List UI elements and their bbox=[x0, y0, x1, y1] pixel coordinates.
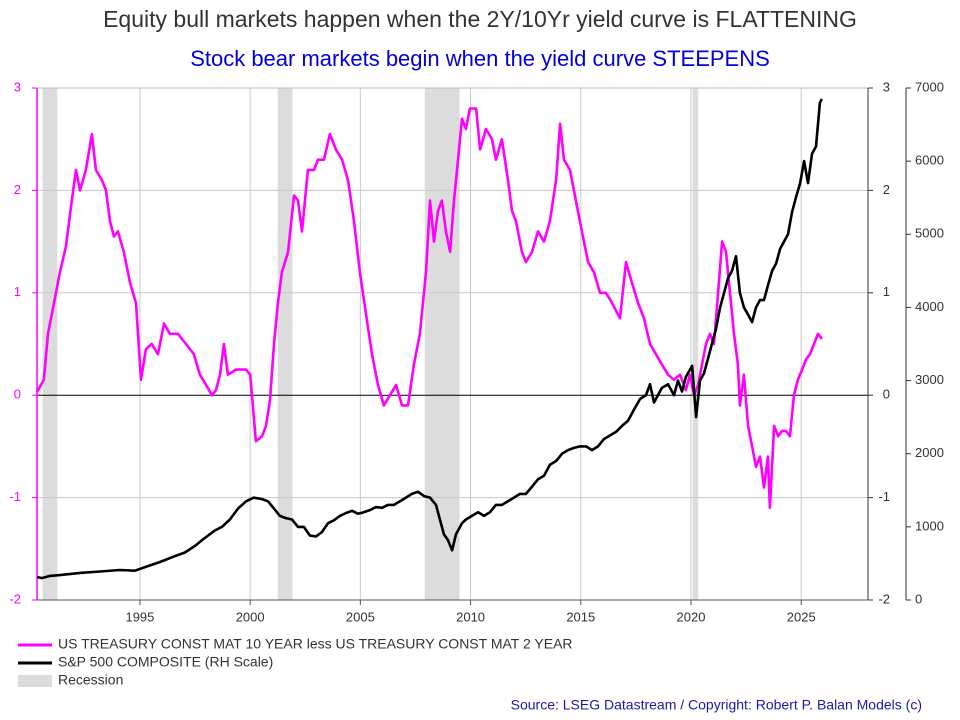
y-tick-label: 1 bbox=[14, 284, 21, 299]
y-right-tick-label: 1 bbox=[883, 284, 890, 299]
series-line bbox=[36, 98, 824, 580]
source-note: Source: LSEG Datastream / Copyright: Rob… bbox=[511, 697, 922, 713]
y-tick-label: -2 bbox=[9, 591, 21, 606]
y2-tick-label: 1000 bbox=[915, 518, 944, 533]
y-right-tick-label: 3 bbox=[883, 79, 890, 94]
x-tick-label: 1995 bbox=[125, 609, 154, 624]
x-tick-label: 2005 bbox=[346, 609, 375, 624]
y2-tick-label: 4000 bbox=[915, 299, 944, 314]
y2-tick-label: 6000 bbox=[915, 153, 944, 168]
x-tick-label: 2010 bbox=[456, 609, 485, 624]
y2-tick-label: 5000 bbox=[915, 226, 944, 241]
y2-tick-label: 3000 bbox=[915, 372, 944, 387]
recession-band bbox=[42, 88, 58, 600]
recession-band bbox=[277, 88, 293, 600]
y-tick-label: 3 bbox=[14, 79, 21, 94]
y2-tick-label: 7000 bbox=[915, 79, 944, 94]
plot-background bbox=[37, 87, 868, 601]
series-line bbox=[35, 107, 823, 510]
y-tick-label: 2 bbox=[14, 182, 21, 197]
recession-band bbox=[424, 88, 460, 600]
x-tick-label: 2025 bbox=[787, 609, 816, 624]
x-tick-label: 2000 bbox=[236, 609, 265, 624]
y2-tick-label: 2000 bbox=[915, 445, 944, 460]
y-right-tick-label: -2 bbox=[878, 591, 890, 606]
y-right-tick-label: 0 bbox=[883, 387, 890, 402]
y2-tick-label: 0 bbox=[915, 591, 922, 606]
legend-label: Recession bbox=[58, 672, 123, 688]
legend-label: S&P 500 COMPOSITE (RH Scale) bbox=[58, 654, 273, 670]
chart-subtitle: Stock bear markets begin when the yield … bbox=[190, 46, 770, 71]
y-tick-label: 0 bbox=[14, 387, 21, 402]
chart-title: Equity bull markets happen when the 2Y/1… bbox=[103, 6, 857, 32]
x-tick-label: 2020 bbox=[677, 609, 706, 624]
recession-band bbox=[692, 88, 699, 600]
x-tick-label: 2015 bbox=[566, 609, 595, 624]
y-right-tick-label: -1 bbox=[878, 489, 890, 504]
legend-swatch bbox=[18, 675, 52, 687]
y-right-tick-label: 2 bbox=[883, 182, 890, 197]
legend-label: US TREASURY CONST MAT 10 YEAR less US TR… bbox=[58, 636, 573, 652]
y-tick-label: -1 bbox=[9, 489, 21, 504]
